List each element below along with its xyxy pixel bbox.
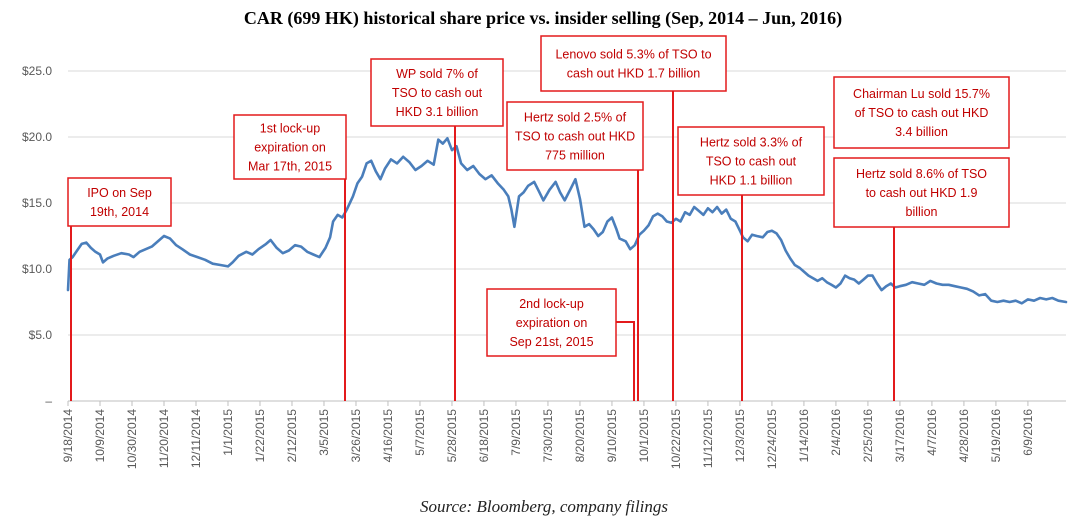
annotation-text: TSO to cash out: [392, 86, 483, 100]
source-note: Source: Bloomberg, company filings: [420, 497, 668, 516]
x-tick-label: 1/14/2016: [797, 409, 811, 463]
chart-title: CAR (699 HK) historical share price vs. …: [244, 8, 842, 29]
x-tick-label: 10/30/2014: [125, 409, 139, 469]
price-line: [66, 137, 1068, 305]
annotation-text: cash out HKD 1.7 billion: [567, 67, 700, 81]
annotation-text: TSO to cash out HKD: [515, 130, 635, 144]
annotation-text: 19th, 2014: [90, 205, 149, 219]
y-tick-label: $15.0: [22, 196, 52, 210]
annotation-hertz2: Hertz sold 3.3% of TSO to cash out HKD 1.1…: [677, 126, 825, 196]
annotation-text: Hertz sold 8.6% of TSO: [856, 167, 987, 181]
annotation-text: Hertz sold 2.5% of: [524, 111, 627, 125]
annotation-box: [486, 288, 617, 357]
x-tick-label: 9/10/2015: [605, 409, 619, 463]
x-tick-label: 3/5/2015: [317, 409, 331, 456]
x-tick-label: 10/9/2014: [93, 409, 107, 463]
annotation-box: [677, 126, 825, 196]
x-tick-label: 4/7/2016: [925, 409, 939, 456]
x-tick-label: 1/22/2015: [253, 409, 267, 463]
x-tick-label: 8/20/2015: [573, 409, 587, 463]
annotation-lenovo: Lenovo sold 5.3% of TSO to cash out HKD 1…: [540, 35, 727, 92]
x-tick-label: 2/12/2015: [285, 409, 299, 463]
annotation-text: IPO on Sep: [87, 186, 152, 200]
y-tick-label: $5.0: [29, 328, 53, 342]
x-tick-label: 12/11/2014: [189, 409, 203, 468]
y-tick-label: –: [45, 394, 52, 408]
x-tick-label: 12/24/2015: [765, 409, 779, 469]
x-tick-label: 5/28/2015: [445, 409, 459, 463]
x-tick-label: 10/1/2015: [637, 409, 651, 463]
x-tick-label: 12/3/2015: [733, 409, 747, 463]
y-tick-label: $25.0: [22, 64, 52, 78]
price-series: [66, 137, 1068, 305]
annotation-wp: WP sold 7% of TSO to cash out HKD 3.1 bill…: [370, 58, 504, 127]
annotation-text: 775 million: [545, 149, 605, 163]
annotation-text: of TSO to cash out HKD: [855, 106, 989, 120]
x-tick-label: 7/30/2015: [541, 409, 555, 463]
annotation-text: Lenovo sold 5.3% of TSO to: [555, 48, 711, 62]
x-tick-label: 3/17/2016: [893, 409, 907, 463]
x-tick-label: 6/9/2016: [1021, 409, 1035, 456]
event-line-lockup2: [616, 321, 635, 401]
annotation-text: billion: [906, 205, 938, 219]
x-axis-ticks: 9/18/2014 10/9/2014 10/30/2014 11/20/2014 12…: [61, 401, 1035, 469]
annotation-text: expiration on: [254, 141, 326, 155]
x-tick-label: 10/22/2015: [669, 409, 683, 469]
annotation-text: Chairman Lu sold 15.7%: [853, 87, 990, 101]
y-tick-label: $10.0: [22, 262, 52, 276]
annotation-lockup1: 1st lock-up expiration on Mar 17th, 2015: [233, 114, 347, 180]
x-tick-label: 3/26/2015: [349, 409, 363, 463]
annotation-box: [833, 76, 1010, 149]
annotation-box: [540, 35, 727, 92]
annotation-box: [67, 177, 172, 227]
x-tick-label: 2/25/2016: [861, 409, 875, 463]
y-axis-ticks: – $5.0 $10.0 $15.0 $20.0 $25.0: [22, 64, 52, 408]
annotation-chairman: Chairman Lu sold 15.7% of TSO to cash out…: [833, 76, 1010, 149]
annotation-text: Mar 17th, 2015: [248, 160, 332, 174]
x-tick-label: 5/7/2015: [413, 409, 427, 456]
annotation-lockup2: 2nd lock-up expiration on Sep 21st, 2015: [486, 288, 617, 357]
x-tick-label: 11/12/2015: [701, 409, 715, 468]
x-tick-label: 9/18/2014: [61, 409, 75, 463]
annotation-box: [833, 157, 1010, 228]
annotation-text: HKD 1.1 billion: [710, 174, 793, 188]
annotation-text: WP sold 7% of: [396, 67, 478, 81]
annotation-boxes: IPO on Sep 19th, 2014 1st lock-up expiratio…: [67, 35, 1010, 357]
x-tick-label: 6/18/2015: [477, 409, 491, 463]
x-tick-label: 5/19/2016: [989, 409, 1003, 463]
annotation-text: to cash out HKD 1.9: [866, 186, 978, 200]
annotation-box: [233, 114, 347, 180]
annotation-text: 2nd lock-up: [519, 297, 584, 311]
x-tick-label: 4/28/2016: [957, 409, 971, 463]
annotation-text: expiration on: [516, 316, 588, 330]
annotation-text: Hertz sold 3.3% of: [700, 136, 803, 150]
annotation-box: [506, 101, 644, 171]
annotation-hertz1: Hertz sold 2.5% of TSO to cash out HKD 775…: [506, 101, 644, 171]
annotation-hertz3: Hertz sold 8.6% of TSO to cash out HKD 1.…: [833, 157, 1010, 228]
annotation-box: [370, 58, 504, 127]
x-tick-label: 7/9/2015: [509, 409, 523, 456]
annotation-text: 1st lock-up: [260, 122, 320, 136]
x-tick-label: 11/20/2014: [157, 409, 171, 468]
x-tick-label: 1/1/2015: [221, 409, 235, 456]
annotation-text: TSO to cash out: [706, 155, 797, 169]
y-tick-label: $20.0: [22, 130, 52, 144]
annotation-ipo: IPO on Sep 19th, 2014: [67, 177, 172, 227]
x-tick-label: 4/16/2015: [381, 409, 395, 463]
annotation-text: 3.4 billion: [895, 125, 948, 139]
annotation-text: HKD 3.1 billion: [396, 105, 479, 119]
x-tick-label: 2/4/2016: [829, 409, 843, 456]
annotation-text: Sep 21st, 2015: [509, 335, 593, 349]
event-lines: [70, 91, 895, 401]
